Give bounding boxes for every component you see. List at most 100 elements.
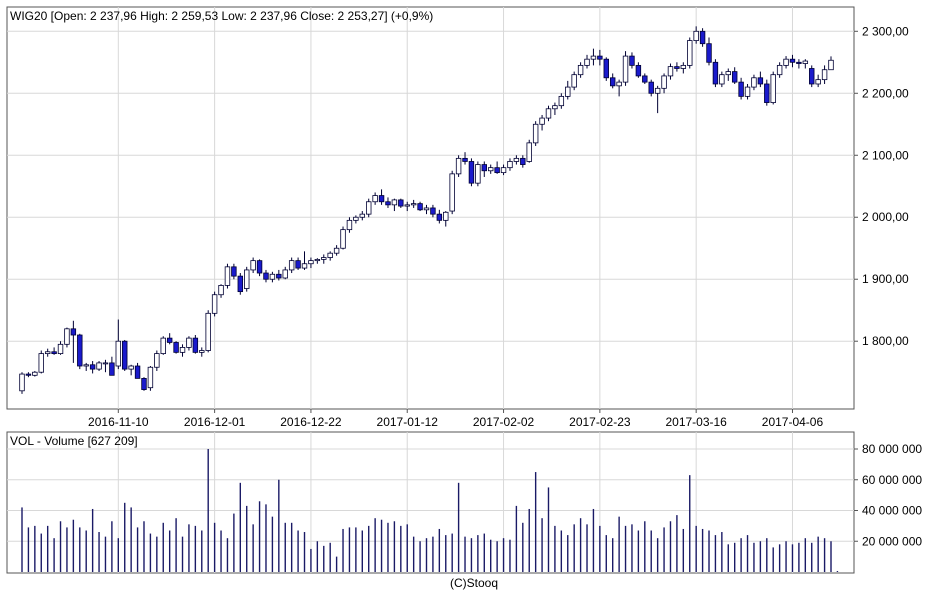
candle-body-up — [301, 263, 308, 269]
candle — [590, 48, 597, 66]
candle-body-up — [507, 161, 513, 169]
candle — [115, 319, 122, 370]
volume-y-tick-label: 60 000 000 — [862, 473, 922, 487]
candle — [622, 51, 629, 86]
candle — [725, 68, 731, 81]
volume-series — [21, 449, 839, 572]
candle-body-down — [597, 55, 603, 60]
candle — [520, 155, 526, 168]
candle — [532, 121, 539, 146]
candle-body-down — [263, 272, 269, 280]
candle-body-down — [109, 362, 115, 376]
candle — [218, 284, 224, 298]
candle-body-down — [436, 213, 443, 221]
price-x-tick-label: 2017-01-12 — [377, 415, 439, 429]
candle — [443, 211, 449, 227]
price-x-tick-label: 2017-02-02 — [473, 415, 535, 429]
candle-body-down — [237, 275, 244, 293]
candle — [147, 366, 154, 391]
candle-body-up — [340, 229, 346, 249]
candle — [19, 372, 25, 394]
candle-body-up — [500, 167, 507, 174]
candle — [166, 333, 173, 345]
candle — [231, 263, 237, 280]
candle — [301, 251, 308, 270]
candle — [699, 28, 706, 47]
candle-body-down — [699, 30, 706, 45]
candle-body-down — [481, 164, 487, 172]
candle-body-up — [443, 211, 449, 221]
candle — [796, 59, 802, 69]
candle — [282, 266, 288, 280]
candle-body-up — [57, 343, 64, 355]
candle — [372, 192, 378, 205]
candle-body-up — [667, 66, 674, 77]
candle-body-down — [231, 266, 237, 277]
candle-body-up — [96, 362, 102, 370]
candle — [648, 79, 654, 97]
candle — [706, 37, 712, 66]
price-chart-title: WIG20 [Open: 2 237,96 High: 2 259,53 Low… — [10, 9, 433, 23]
candle — [179, 344, 186, 357]
candle-body-down — [173, 342, 179, 353]
candle — [500, 164, 507, 176]
candle — [77, 333, 83, 370]
candle — [507, 158, 513, 171]
candle-body-down — [674, 66, 680, 69]
candle-body-up — [539, 117, 545, 125]
candle-body-down — [25, 373, 32, 376]
candle-body-down — [385, 201, 391, 206]
candle-body-up — [654, 87, 661, 94]
volume-y-tick-label: 20 000 000 — [862, 534, 922, 548]
candle — [410, 199, 417, 208]
candle-body-up — [410, 203, 417, 206]
candle — [70, 320, 77, 363]
candle-body-down — [378, 195, 385, 203]
candle-body-up — [725, 71, 731, 76]
price-y-tick-label: 2 100,00 — [862, 148, 909, 162]
candle-body-down — [635, 64, 642, 77]
candle — [417, 201, 423, 212]
candle — [513, 155, 520, 165]
candle-body-up — [353, 216, 359, 221]
candle — [378, 189, 385, 205]
candle — [539, 114, 545, 131]
candle-body-down — [642, 75, 648, 83]
price-y-tick-label: 1 900,00 — [862, 272, 909, 286]
candle — [764, 79, 770, 106]
candle — [192, 335, 199, 354]
price-y-axis: 1 800,00 1 900,00 2 000,00 2 100,00 2 200,00… — [854, 24, 909, 348]
candle-body-down — [757, 77, 764, 85]
candle-body-up — [160, 337, 166, 355]
candle-body-up — [308, 260, 314, 265]
candle — [821, 65, 828, 84]
candle — [346, 217, 353, 233]
candle — [481, 161, 487, 177]
candle-body-down — [731, 71, 738, 83]
candle-body-down — [166, 337, 173, 343]
candle-body-up — [577, 64, 584, 76]
candle-body-up — [565, 86, 571, 97]
candle — [751, 74, 757, 91]
candle — [256, 259, 263, 277]
candle-body-up — [526, 142, 532, 162]
candle-body-up — [32, 371, 38, 376]
candle — [526, 139, 532, 163]
candle-body-up — [744, 86, 751, 97]
candle-body-up — [449, 173, 455, 212]
footer-copyright: (C)Stooq — [449, 576, 499, 590]
candle-body-up — [44, 351, 51, 355]
candle — [468, 158, 475, 187]
candle-body-up — [186, 337, 192, 348]
candle — [719, 71, 725, 88]
candle-body-up — [346, 219, 353, 231]
candle — [783, 56, 789, 69]
candle-body-up — [783, 58, 789, 66]
candle-body-down — [77, 334, 83, 367]
candle — [64, 327, 70, 348]
candle — [552, 102, 558, 115]
candle-body-up — [719, 74, 725, 85]
candle-body-up — [545, 108, 552, 119]
candle-body-up — [102, 362, 109, 365]
candle-body-up — [321, 257, 327, 260]
